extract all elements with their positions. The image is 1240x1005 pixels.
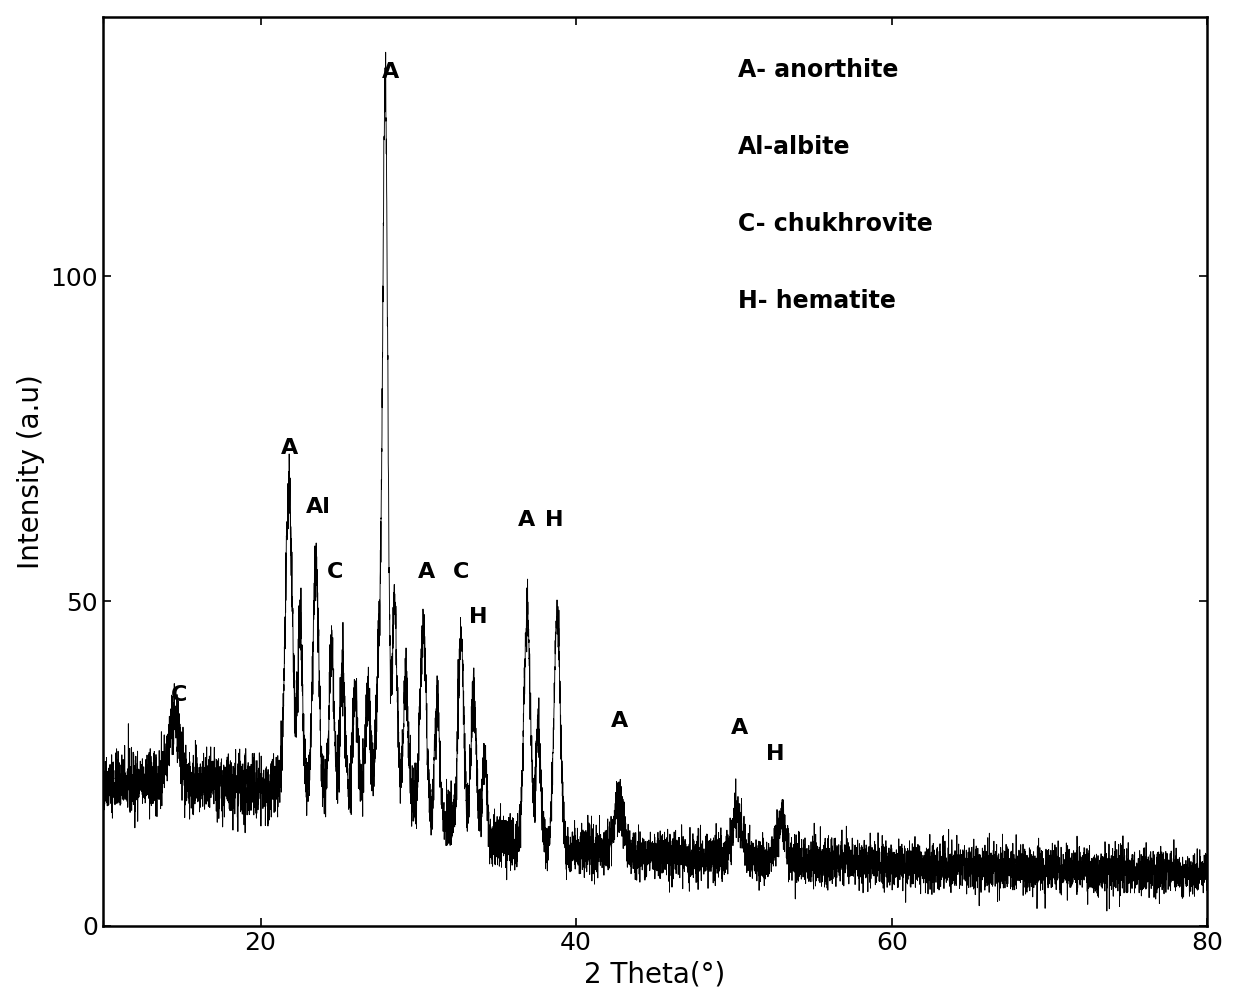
Text: C: C	[453, 562, 470, 582]
X-axis label: 2 Theta(°): 2 Theta(°)	[584, 961, 725, 988]
Text: A: A	[518, 510, 534, 530]
Text: H: H	[765, 744, 784, 764]
Text: A: A	[281, 438, 299, 458]
Text: A: A	[418, 562, 435, 582]
Text: A- anorthite: A- anorthite	[738, 57, 898, 81]
Y-axis label: Intensity (a.u): Intensity (a.u)	[16, 374, 45, 569]
Text: H- hematite: H- hematite	[738, 289, 895, 314]
Text: C- chukhrovite: C- chukhrovite	[738, 212, 932, 236]
Text: H: H	[469, 607, 487, 627]
Text: H: H	[544, 510, 563, 530]
Text: A: A	[611, 712, 629, 731]
Text: C: C	[171, 685, 187, 706]
Text: C: C	[327, 562, 343, 582]
Text: A: A	[730, 718, 748, 738]
Text: Al: Al	[306, 496, 331, 517]
Text: A: A	[382, 61, 399, 81]
Text: Al-albite: Al-albite	[738, 135, 851, 159]
